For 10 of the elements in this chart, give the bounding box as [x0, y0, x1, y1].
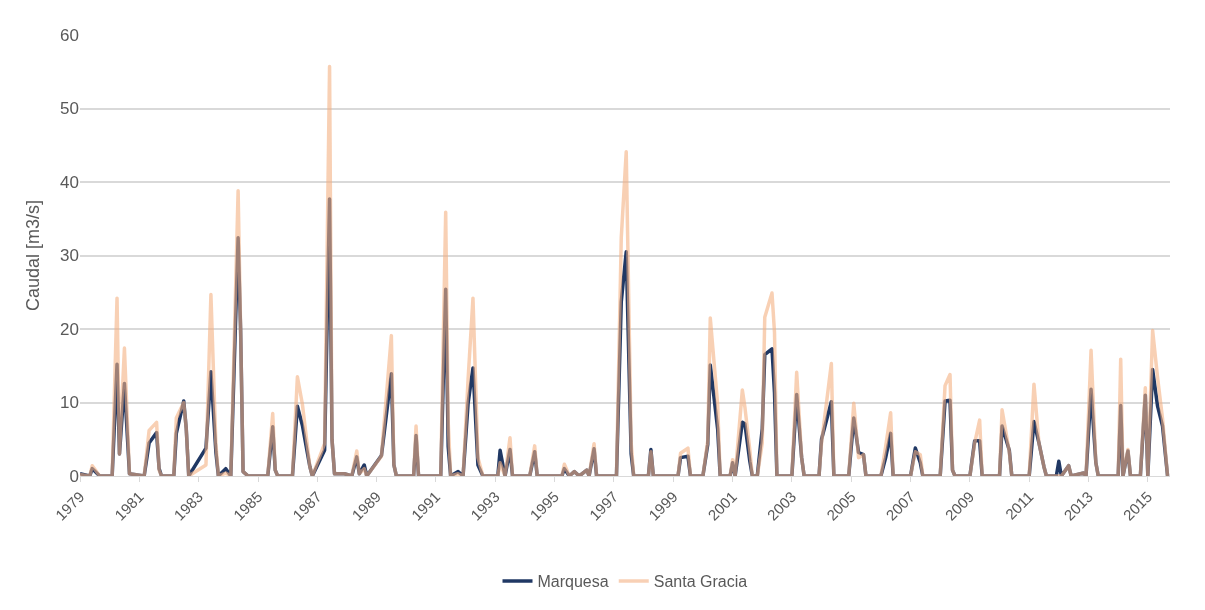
- y-tick-label: 30: [60, 246, 79, 266]
- y-tick-label: 20: [60, 319, 79, 339]
- y-tick-label: 10: [60, 393, 79, 413]
- y-axis-title: Caudal [m3/s]: [23, 199, 44, 312]
- legend-label: Santa Gracia: [653, 573, 748, 591]
- y-tick-label: 0: [69, 466, 79, 486]
- y-tick-label: 50: [60, 99, 79, 119]
- y-tick-label: 40: [60, 172, 79, 192]
- legend-label: Marquesa: [537, 573, 609, 591]
- y-tick-label: 60: [60, 25, 79, 45]
